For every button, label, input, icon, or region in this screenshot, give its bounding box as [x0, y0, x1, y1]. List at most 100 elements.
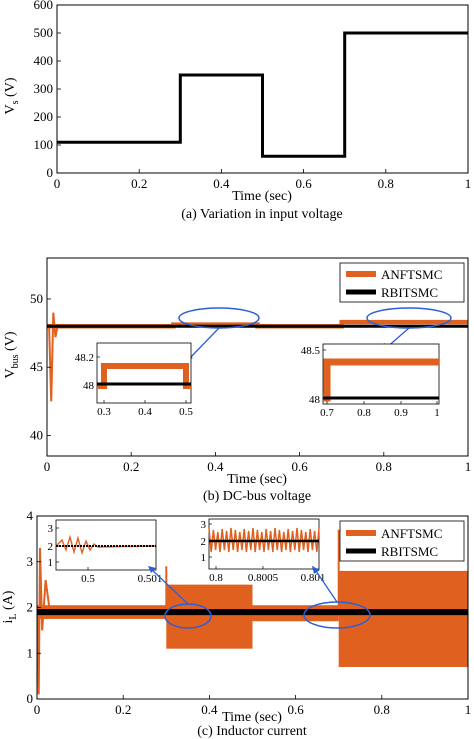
- panel-c-inset-2-xtick-label: 0.8005: [248, 572, 279, 584]
- panel-b-xticks: 0 0.2 0.4 0.6 0.8 1: [44, 452, 471, 474]
- panel-a: 0 0.2 0.4 0.6 0.8 1 0 100 200 300 400 500 600 Vs (V…: [3, 0, 471, 222]
- panel-b-xlabel: Time (sec): [227, 472, 287, 487]
- panel-c-inset-2-ytick-label: 2: [201, 536, 207, 548]
- panel-a-xtick-label: 0.8: [378, 176, 394, 191]
- panel-c-xticks: 0 0.2 0.4 0.6 0.8 1: [34, 695, 472, 717]
- panel-a-ylabel: Vs (V): [3, 77, 21, 114]
- panel-b-ytick-label: 40: [30, 428, 43, 443]
- panel-b-inset-2-ytick-label: 48: [309, 394, 321, 406]
- panel-c-inset-1: 0.5 0.501 1 2 3: [48, 519, 162, 585]
- panel-a-xtick-label: 1: [465, 176, 472, 191]
- panel-a-xtick-label: 0.2: [131, 176, 147, 191]
- panel-c-anftsmc-band: [338, 570, 468, 667]
- panel-b-inset-1: 0.3 0.4 0.5 48 48.2: [75, 342, 193, 418]
- panel-a-xtick-label: 0.6: [295, 176, 312, 191]
- panel-c-anftsmc-band: [166, 584, 253, 649]
- panel-a-series: [57, 31, 468, 158]
- panel-b-inset-1-ytick-label: 48: [83, 380, 95, 392]
- panel-b-legend-box: [339, 262, 465, 303]
- panel-a-ytick-label: 200: [34, 109, 54, 124]
- panel-b-ytick-label: 45: [30, 359, 43, 374]
- panel-b-legend-label-anftsmc: ANFTSMC: [381, 267, 442, 282]
- panel-c-inset-2-ytick-label: 3: [201, 519, 207, 531]
- panel-c-inset-1-xtick-label: 0.5: [81, 573, 95, 585]
- panel-c-inset-1-yticks: 1 2 3: [48, 523, 59, 569]
- panel-c-inset-2-ytick-label: 1: [201, 552, 207, 564]
- panel-b-zoom-arrow-1: [187, 327, 220, 361]
- panel-a-xlabel: Time (sec): [232, 189, 292, 204]
- panel-b-caption: (b) DC-bus voltage: [203, 489, 311, 504]
- panel-c-xtick-label: 0.4: [201, 702, 218, 717]
- panel-a-xtick-label: 0.4: [213, 176, 230, 191]
- panel-c-xtick-label: 0.2: [115, 702, 131, 717]
- panel-b-inset-2: 0.7 0.8 0.9 1 48 48.5: [301, 343, 440, 419]
- panel-c-inset-1-xtick-label: 0.501: [138, 573, 163, 585]
- panel-c-ytick-label: 3: [27, 554, 34, 569]
- panel-b-xtick-label: 0: [44, 459, 51, 474]
- panel-b-xtick-label: 0.4: [207, 459, 224, 474]
- panel-a-xticks: 0 0.2 0.4 0.6 0.8 1: [54, 169, 472, 191]
- panel-b-inset-1-box: [96, 342, 192, 404]
- panel-b-inset-2-xtick-label: 0.7: [320, 407, 334, 419]
- panel-c-ylabel: iL (A): [1, 590, 19, 623]
- panel-b: 0 0.2 0.4 0.6 0.8 1 40 45 50 Vbus (V) Time (sec…: [3, 257, 471, 504]
- panel-a-ytick-label: 600: [34, 0, 54, 12]
- panel-c-inset-2-xtick-label: 0.8: [209, 572, 223, 584]
- panel-b-inset-2-ytick-label: 48.5: [301, 345, 321, 357]
- panel-c-legend-label-rbitsmc: RBITSMC: [381, 544, 438, 559]
- panel-c-xtick-label: 0: [34, 702, 41, 717]
- panel-b-axes-box: [46, 257, 469, 457]
- panel-b-ytick-label: 50: [30, 291, 43, 306]
- panel-b-series: [47, 312, 468, 402]
- panel-b-legend-label-rbitsmc: RBITSMC: [381, 285, 438, 300]
- panel-c-inset-2-xtick-label: 0.801: [301, 572, 326, 584]
- panel-b-inset-2-xtick-label: 0.8: [357, 407, 371, 419]
- panel-c-legend-label-anftsmc: ANFTSMC: [381, 526, 442, 541]
- panel-c-inset-2: 0.8 0.8005 0.801 1 2 3: [201, 518, 326, 584]
- panel-c-zoom-arrow-1: [149, 567, 189, 605]
- panel-b-anftsmc-transient: [48, 312, 59, 402]
- panel-c-xlabel: Time (sec): [222, 710, 282, 725]
- panel-a-ytick-label: 400: [34, 53, 54, 68]
- panel-c-caption: (c) Inductor current: [197, 724, 307, 739]
- panel-a-caption: (a) Variation in input voltage: [181, 207, 342, 222]
- panel-c-inset-1-xticks: 0.5 0.501: [81, 567, 162, 585]
- panel-c-yticks: 0 1 2 3 4: [27, 508, 41, 706]
- panel-c-ytick-label: 2: [27, 600, 34, 615]
- panel-b-xtick-label: 0.8: [376, 459, 392, 474]
- panel-c-inset-2-yticks: 1 2 3: [201, 519, 212, 564]
- panel-c-inset-1-ytick-label: 1: [48, 557, 54, 569]
- panel-c-inset-1-ytick-label: 2: [48, 541, 54, 553]
- panel-c-legend-box: [339, 520, 465, 562]
- panel-b-inset-2-box: [322, 343, 440, 405]
- panel-c-zoom-arrowhead-1: [148, 566, 156, 573]
- panel-c-xtick-label: 0.8: [374, 702, 390, 717]
- panel-c-legend: ANFTSMC RBITSMC: [339, 520, 465, 562]
- panel-b-inset-1-xtick-label: 0.3: [97, 406, 111, 418]
- panel-c-ytick-label: 1: [27, 645, 34, 660]
- panel-b-inset-2-xticks: 0.7 0.8 0.9 1: [320, 401, 440, 419]
- panel-c-inset-2-anftsmc-line: [208, 527, 320, 553]
- panel-b-inset-1-ytick-label: 48.2: [75, 352, 94, 364]
- panel-b-inset-1-anftsmc-line: [97, 363, 191, 389]
- panel-b-ylabel: Vbus (V): [3, 331, 21, 378]
- panel-b-legend: ANFTSMC RBITSMC: [339, 262, 465, 303]
- panel-c-zoom-arrowhead-2: [312, 566, 320, 574]
- panel-b-yticks: 40 45 50: [30, 291, 51, 443]
- panel-a-ytick-label: 100: [34, 137, 54, 152]
- panel-b-inset-1-xtick-label: 0.5: [179, 406, 193, 418]
- panel-b-inset-1-yticks: 48 48.2: [75, 352, 100, 392]
- panel-b-xtick-label: 0.2: [123, 459, 139, 474]
- panel-c-ytick-label: 0: [27, 691, 34, 706]
- panel-b-inset-1-xticks: 0.3 0.4 0.5: [97, 400, 193, 418]
- panel-a-yticks: 0 100 200 300 400 500 600: [34, 0, 61, 180]
- panel-c-inset-1-ytick-label: 3: [48, 523, 54, 535]
- panel-c-ytick-label: 4: [27, 508, 34, 523]
- panel-a-xtick-label: 0: [54, 176, 61, 191]
- panel-c-xtick-label: 1: [465, 702, 472, 717]
- panel-b-xtick-label: 0.6: [291, 459, 308, 474]
- panel-c-anftsmc-transient: [36, 547, 51, 695]
- panel-c-inset-2-anftsmc-wave: [208, 527, 320, 553]
